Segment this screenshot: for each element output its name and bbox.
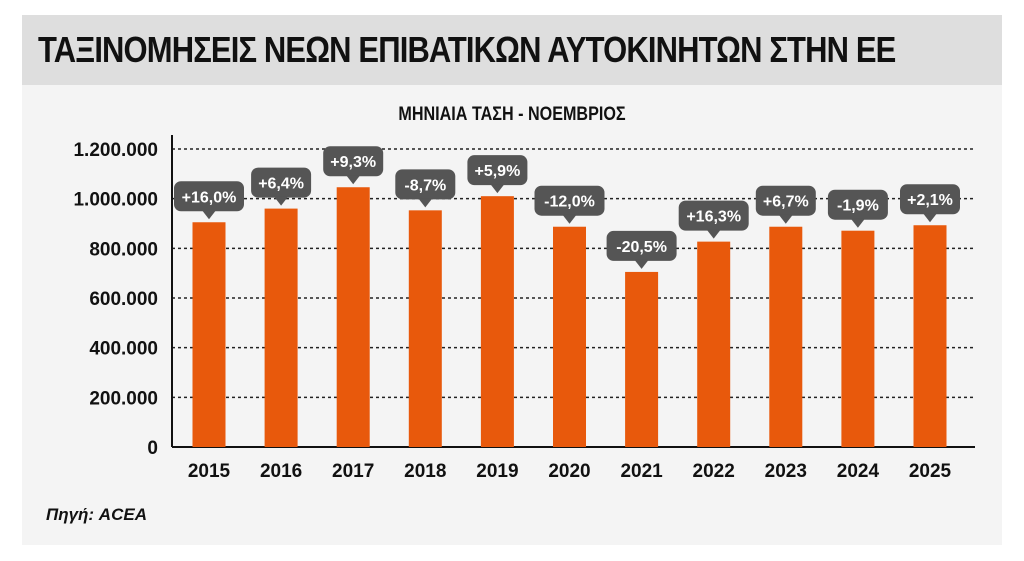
bar — [264, 208, 298, 447]
x-tick-label: 2023 — [765, 461, 807, 482]
x-tick-label: 2025 — [909, 461, 952, 482]
data-label-bubble — [395, 169, 456, 200]
y-tick-label: 1.200.000 — [73, 140, 158, 161]
data-label-pointer — [634, 259, 649, 269]
x-tick-label: 2015 — [188, 461, 231, 482]
bar — [841, 230, 875, 447]
x-tick-label: 2016 — [260, 461, 302, 482]
data-label: -8,7% — [404, 177, 446, 194]
bar — [336, 187, 370, 447]
y-tick-label: 200.000 — [89, 388, 158, 409]
x-tick-label: 2021 — [620, 461, 663, 482]
chart-title: ΤΑΞΙΝΟΜΗΣΕΙΣ ΝΕΩΝ ΕΠΙΒΑΤΙΚΩΝ ΑΥΤΟΚΙΝΗΤΩΝ… — [38, 29, 896, 70]
x-tick-label: 2018 — [404, 461, 446, 482]
data-label-pointer — [490, 184, 505, 194]
data-label-pointer — [706, 229, 721, 239]
data-label-pointer — [418, 198, 433, 208]
data-label: +16,3% — [686, 209, 741, 226]
y-tick-label: 400.000 — [89, 339, 158, 360]
data-label-bubble — [827, 189, 888, 220]
data-label: +9,3% — [330, 154, 376, 171]
data-label-bubble — [678, 200, 749, 231]
chart-subtitle: ΜΗΝΙΑΙΑ ΤΑΣΗ - ΝΟΕΜΒΡΙΟΣ — [398, 104, 626, 125]
data-label-bubble — [174, 181, 244, 212]
x-tick-label: 2019 — [476, 461, 518, 482]
data-label-bubble — [534, 185, 605, 216]
data-label: +2,1% — [907, 192, 953, 209]
data-label: +6,4% — [258, 176, 304, 193]
data-label-pointer — [923, 213, 937, 223]
y-tick-label: 1.000.000 — [73, 190, 158, 211]
data-label-bubble — [323, 146, 384, 177]
data-label: -12,0% — [544, 194, 595, 211]
x-tick-label: 2017 — [332, 461, 374, 482]
data-label-pointer — [850, 218, 865, 228]
data-label: +6,7% — [763, 194, 809, 211]
data-label: +16,0% — [182, 189, 237, 206]
bar — [192, 222, 226, 447]
data-label-bubble — [467, 155, 528, 186]
data-label-pointer — [346, 175, 361, 185]
header-band: ΤΑΞΙΝΟΜΗΣΕΙΣ ΝΕΩΝ ΕΠΙΒΑΤΙΚΩΝ ΑΥΤΟΚΙΝΗΤΩΝ… — [22, 15, 1002, 85]
bar — [625, 271, 659, 447]
data-label-pointer — [274, 196, 289, 206]
data-label-pointer — [562, 214, 577, 224]
data-label-bubble — [900, 184, 960, 215]
bar — [408, 210, 442, 447]
y-tick-label: 800.000 — [89, 239, 158, 260]
data-label-bubble — [606, 230, 677, 261]
y-tick-label: 0 — [147, 438, 158, 459]
data-label-bubble — [755, 185, 816, 216]
bar — [913, 225, 947, 447]
data-label: -1,9% — [837, 198, 879, 215]
y-tick-label: 600.000 — [89, 289, 158, 310]
data-label-pointer — [778, 214, 793, 224]
bar — [553, 226, 586, 447]
data-label: +5,9% — [474, 163, 520, 180]
bar — [769, 226, 803, 447]
x-tick-label: 2020 — [548, 461, 590, 482]
x-tick-label: 2024 — [837, 461, 880, 482]
bar — [697, 241, 731, 447]
data-label-bubble — [251, 167, 312, 198]
x-tick-label: 2022 — [693, 461, 735, 482]
source-note: Πηγή: ACEA — [46, 505, 147, 524]
data-label: -20,5% — [616, 239, 667, 256]
bar — [480, 196, 514, 447]
data-label-pointer — [202, 210, 216, 220]
